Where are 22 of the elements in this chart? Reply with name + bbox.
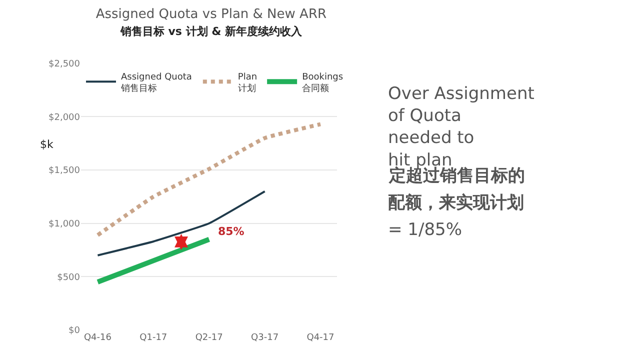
y-tick-label: $0 xyxy=(68,326,80,336)
legend-label: Assigned Quota 销售目标 xyxy=(120,72,192,94)
x-tick-label: Q4-16 xyxy=(84,333,112,343)
x-tick-label: Q1-17 xyxy=(140,333,168,343)
text: 配额，来实现计划 xyxy=(388,193,524,213)
legend-label: Bookings 合同额 xyxy=(302,72,344,94)
y-tick-label: $500 xyxy=(57,272,80,283)
y-tick-label: $2,500 xyxy=(48,60,80,70)
legend-label: Plan 计划 xyxy=(238,72,258,94)
x-tick-label: Q2-17 xyxy=(195,333,223,343)
text: = 1/85% xyxy=(388,220,462,240)
line-series xyxy=(96,190,266,256)
x-tick-label: Q3-17 xyxy=(251,333,279,343)
line-series xyxy=(96,122,322,238)
annotation: 85% xyxy=(218,225,244,238)
chart-subtitle: 销售目标 vs 计划 & 新年度续约收入 xyxy=(119,24,304,38)
y-axis-title: $k xyxy=(40,138,54,151)
y-tick-label: $1,000 xyxy=(48,220,80,230)
chart-title: Assigned Quota vs Plan & New ARR xyxy=(96,7,327,22)
y-tick-label: $2,000 xyxy=(48,112,80,123)
y-tick-label: $1,500 xyxy=(48,166,80,176)
x-tick-label: Q4-17 xyxy=(306,333,334,343)
